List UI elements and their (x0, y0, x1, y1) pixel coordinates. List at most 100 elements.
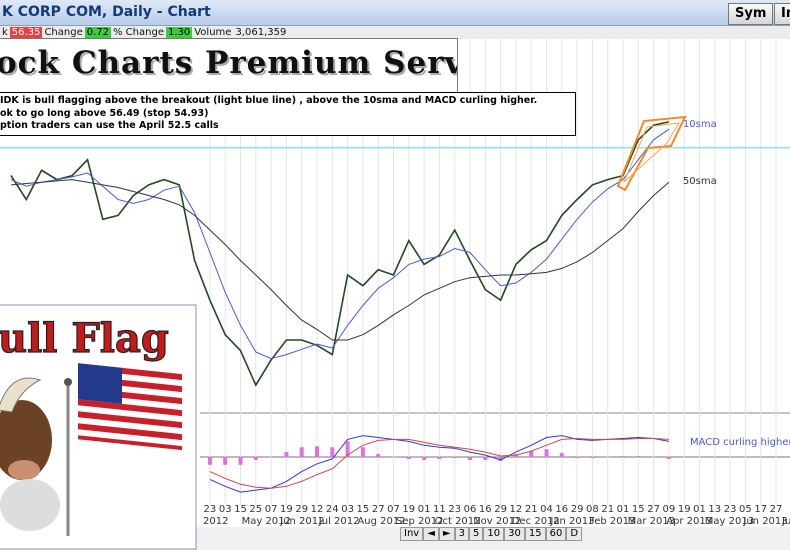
flag-outline (616, 115, 687, 192)
x-tick-label: 23 (448, 504, 461, 515)
stripe (78, 399, 182, 417)
toolbar: Inv ◄ ► 3 5 10 30 15 60 D (400, 527, 583, 541)
volume: 3,061,359 (235, 27, 287, 38)
toolbar-button[interactable]: 30 (504, 527, 525, 541)
stripe (78, 435, 182, 451)
histogram-bar (315, 446, 319, 457)
histogram-bar (406, 457, 411, 459)
label: Change (44, 27, 83, 38)
x-tick-label: 29 (494, 504, 507, 515)
toolbar-button[interactable]: D (566, 527, 583, 541)
x-tick-label: 08 (586, 504, 599, 515)
x-tick-label: 07 (265, 504, 278, 515)
sym-button[interactable]: Sym (728, 3, 774, 25)
x-month-label: Jun 2013 (742, 516, 787, 527)
window-title: K CORP COM, Daily - Chart (2, 4, 211, 20)
title-bar: K CORP COM, Daily - Chart Sym In (0, 0, 790, 26)
histogram-bar (636, 456, 641, 457)
toolbar-button[interactable]: 60 (545, 527, 567, 541)
series-label: 10sma (683, 119, 717, 130)
x-month-label: Aug 2012 (357, 516, 405, 527)
toolbar-button[interactable]: Inv (400, 527, 424, 541)
histogram-bar (605, 457, 610, 458)
histogram-bar (376, 454, 381, 457)
histogram-bar (360, 447, 365, 457)
histogram-bar (590, 457, 595, 458)
histogram-bar (544, 449, 549, 457)
flag-inner (623, 122, 680, 183)
banner-text: ock Charts Premium Service (0, 45, 457, 81)
x-tick-label: 01 (693, 504, 706, 515)
in-button[interactable]: In (774, 3, 790, 25)
banner: ock Charts Premium Service (0, 38, 458, 93)
x-tick-label: 21 (525, 504, 538, 515)
x-tick-label: 23 (204, 504, 217, 515)
x-tick-label: 12 (311, 504, 324, 515)
toolbar-button[interactable]: ◄ (423, 527, 439, 541)
x-tick-label: 07 (387, 504, 400, 515)
histogram-bar (452, 457, 457, 458)
x-tick-label: 19 (280, 504, 293, 515)
series-line (209, 435, 669, 493)
x-month-label: Jun 2012 (279, 516, 324, 527)
x-tick-label: 27 (647, 504, 660, 515)
series-line (10, 128, 670, 360)
x-tick-label: 15 (632, 504, 645, 515)
x-month-label: May 2013 (705, 516, 754, 527)
stripe (78, 411, 182, 429)
histogram-bar (498, 457, 503, 461)
x-tick-label: 29 (295, 504, 308, 515)
x-tick-label: 11 (433, 504, 446, 515)
series-label: 50sma (683, 176, 717, 187)
image-caption: ull Flag (0, 315, 169, 362)
histogram-bar (468, 457, 472, 460)
histogram-bar (529, 451, 534, 457)
bull (0, 377, 60, 531)
x-tick-label: 12 (510, 504, 523, 515)
notes-box: IDK is bull flagging above the breakout … (0, 92, 576, 136)
histogram-bar (483, 457, 488, 460)
x-month-label: May 2012 (242, 516, 291, 527)
toolbar-button[interactable]: 15 (524, 527, 546, 541)
x-tick-label: 21 (601, 504, 614, 515)
x-tick-label: 15 (234, 504, 247, 515)
histogram-bar (238, 457, 243, 465)
x-month-label: Jan 2013 (549, 516, 594, 527)
x-tick-label: 13 (708, 504, 721, 515)
x-tick-label: 16 (479, 504, 492, 515)
x-tick-label: 16 (555, 504, 568, 515)
histogram-bar (666, 457, 671, 459)
x-month-label: Nov 2012 (473, 516, 521, 527)
label: Volume (194, 27, 232, 38)
toolbar-button[interactable]: ► (438, 527, 455, 541)
toolbar-button[interactable]: 5 (469, 527, 484, 541)
x-month-label: 2012 (203, 516, 228, 527)
histogram-bar (391, 457, 396, 458)
x-tick-label: 01 (617, 504, 630, 515)
bull-body (0, 479, 60, 531)
toolbar-button[interactable]: 10 (483, 527, 505, 541)
histogram-bar (253, 457, 258, 460)
x-tick-label: 04 (540, 504, 553, 515)
us-flag (78, 363, 182, 451)
x-tick-label: 06 (464, 504, 477, 515)
histogram-bar (269, 457, 274, 458)
histogram-bar (437, 457, 442, 459)
x-month-label: Dec 2012 (512, 516, 560, 527)
annotation: MACD curling higher (690, 437, 790, 448)
histogram-bar (422, 457, 427, 460)
histogram-bar (223, 457, 228, 465)
x-month-label: Mar 2013 (628, 516, 676, 527)
x-tick-label: 23 (724, 504, 737, 515)
x-tick-label: 25 (249, 504, 262, 515)
bull-muzzle (8, 460, 40, 480)
x-tick-label: 09 (663, 504, 676, 515)
x-tick-label: 03 (341, 504, 354, 515)
pct-change: 1.30 (165, 27, 193, 38)
toolbar-button[interactable]: 3 (454, 527, 469, 541)
label: % Change (113, 27, 164, 38)
quote-bar: k 56.35 Change 0.72% Change 1.30 Volume 3,061,… (0, 26, 790, 39)
x-month-label: Apr 2013 (666, 516, 712, 527)
x-tick-label: 27 (770, 504, 783, 515)
